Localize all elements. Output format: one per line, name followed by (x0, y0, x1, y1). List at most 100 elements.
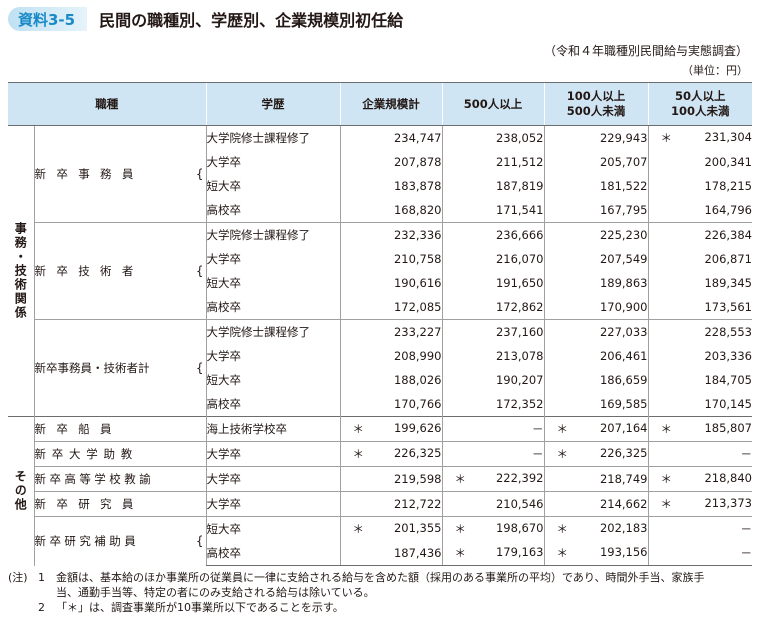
table-header-row: 職種 学歴 企業規模計 500人以上 100人以上 500人未満 50人以上 100… (8, 82, 752, 126)
table-row: 短大卒 190,616 191,650 189,863 189,345 (8, 271, 752, 295)
value-cell: 211,512 (441, 150, 544, 174)
value-cell: 170,900 (543, 295, 648, 320)
star-mark: ＊ (660, 131, 673, 145)
value-cell-starred: ＊ 193,156 (543, 541, 648, 566)
role-label: 新卒高等学校教諭 (34, 472, 155, 486)
value-cell: 168,820 (339, 198, 442, 223)
edu-cell: 大学卒 (205, 466, 340, 492)
dash-cell: － (647, 541, 752, 566)
edu-cell: 海上技術学校卒 (205, 416, 340, 442)
star-mark: ＊ (454, 546, 467, 560)
value-cell: 190,207 (441, 368, 544, 392)
subgroup-total: 新卒事務員・技術者計 { (34, 319, 206, 417)
value-cell-starred: ＊ 222,392 (441, 466, 544, 492)
group-office-tech: 事務・技術関係 (8, 125, 35, 417)
role-hs-teacher: 新卒高等学校教諭 (34, 466, 206, 492)
value-cell-starred: ＊ 202,183 (543, 516, 648, 541)
edu-cell: 大学卒 (205, 344, 340, 368)
star-mark: ＊ (352, 422, 365, 436)
footnote-spacer (38, 585, 56, 600)
header-education: 学歴 (205, 82, 340, 126)
footnote-number: 1 (38, 571, 45, 584)
group-other: その他 (8, 416, 35, 566)
dash-cell: － (441, 441, 544, 467)
value-cell: 233,227 (339, 319, 442, 344)
table-row: 新卒技術者 { 大学院修士課程修了 232,336 236,666 225,230… (8, 222, 752, 320)
edu-cell: 高校卒 (205, 295, 340, 320)
edu-cell: 大学院修士課程修了 (205, 222, 340, 247)
value-cell: 218,749 (543, 466, 648, 492)
role-label: 新卒研究補助員 (34, 534, 140, 549)
table-row: 大学卒 208,990 213,078 206,461 203,336 (8, 344, 752, 368)
subgroup-clerk: 新卒事務員 { (34, 126, 206, 223)
value-cell: 210,546 (441, 491, 544, 517)
value-cell: 216,070 (441, 247, 544, 271)
star-mark: ＊ (556, 447, 569, 461)
document-header: 資料3-5 民間の職種別、学歴別、企業規模別初任給 (8, 4, 403, 34)
edu-cell: 短大卒 (205, 516, 340, 541)
star-mark: ＊ (352, 522, 365, 536)
value-text: 201,355 (393, 521, 442, 535)
value-cell-starred: ＊ 226,325 (543, 441, 648, 467)
star-mark: ＊ (454, 472, 467, 486)
header-100-500: 100人以上 500人未満 (543, 82, 648, 126)
table-row: その他 新卒船員 海上技術学校卒 ＊ 199,626 － ＊ 207,164 ＊ 18… (8, 416, 752, 566)
role-sailor: 新卒船員 (34, 416, 206, 442)
value-cell-starred: ＊ 226,325 (339, 441, 442, 467)
value-cell: 226,384 (647, 222, 752, 247)
value-text: 199,626 (393, 421, 442, 435)
value-cell: 234,747 (339, 125, 442, 150)
footnote-1-cont: 当、通勤手当等、特定の者にのみ支給される給与は除いている。 (8, 585, 752, 600)
table-row: 新卒研究補助員{ 短大卒 ＊ 201,355 ＊ 198,670 ＊ 202,183 … (8, 516, 752, 566)
value-text: 226,325 (393, 446, 442, 460)
value-cell: 183,878 (339, 174, 442, 198)
unit-note: （単位：円） (682, 64, 748, 77)
role-research-assistant: 新卒研究補助員 { (34, 516, 206, 566)
value-cell: 225,230 (543, 222, 648, 247)
value-cell: 213,078 (441, 344, 544, 368)
table-row: 高校卒 168,820 171,541 167,795 164,796 (8, 198, 752, 223)
star-mark: ＊ (660, 422, 673, 436)
subgroup-clerk-label: 新卒事務員 (34, 167, 144, 181)
edu-cell: 高校卒 (205, 198, 340, 223)
subgroup-engineer-label: 新卒技術者 (34, 264, 144, 278)
value-cell: 207,549 (543, 247, 648, 271)
footnote-text: 当、通勤手当等、特定の者にのみ支給される給与は除いている。 (56, 586, 375, 599)
table-row: 高校卒 187,436 ＊ 179,163 ＊ 193,156 － (8, 541, 752, 566)
value-cell: 207,878 (339, 150, 442, 174)
value-text: 213,373 (704, 496, 752, 510)
value-cell: 232,336 (339, 222, 442, 247)
brace-icon: { (195, 264, 204, 278)
role-label: 新卒船員 (34, 422, 122, 436)
star-mark: ＊ (352, 447, 365, 461)
subgroup-total-label: 新卒事務員・技術者計 (34, 361, 150, 375)
footnote-text: 「＊」は、調査事業所が10事業所以下であることを示す。 (56, 601, 344, 614)
value-text: 179,163 (495, 545, 544, 559)
star-mark: ＊ (556, 546, 569, 560)
edu-cell: 高校卒 (205, 541, 340, 566)
value-cell: 206,871 (647, 247, 752, 271)
value-cell: 210,758 (339, 247, 442, 271)
value-cell: 187,436 (339, 541, 442, 566)
header-50-100-line1: 50人以上 (674, 89, 726, 103)
header-500-plus: 500人以上 (441, 82, 544, 126)
source-note: （令和４年職種別民間給与実態調査） (543, 44, 748, 58)
value-cell-starred: ＊ 218,840 (647, 466, 752, 492)
star-mark: ＊ (660, 497, 673, 511)
edu-cell: 大学院修士課程修了 (205, 319, 340, 344)
value-cell: 208,990 (339, 344, 442, 368)
value-cell: 236,666 (441, 222, 544, 247)
value-cell: 164,796 (647, 198, 752, 223)
value-cell: 181,522 (543, 174, 648, 198)
subgroup-engineer: 新卒技術者 { (34, 222, 206, 320)
value-cell: 189,345 (647, 271, 752, 295)
table-row: 新卒研究員 大学卒 212,722 210,546 214,662 ＊ 213,3… (8, 491, 752, 517)
value-text: 202,183 (599, 521, 648, 535)
star-mark: ＊ (556, 422, 569, 436)
edu-cell: 短大卒 (205, 271, 340, 295)
page-title: 民間の職種別、学歴別、企業規模別初任給 (99, 11, 404, 30)
value-cell: 206,461 (543, 344, 648, 368)
value-cell: 228,553 (647, 319, 752, 344)
value-cell: 190,616 (339, 271, 442, 295)
value-cell: 186,659 (543, 368, 648, 392)
